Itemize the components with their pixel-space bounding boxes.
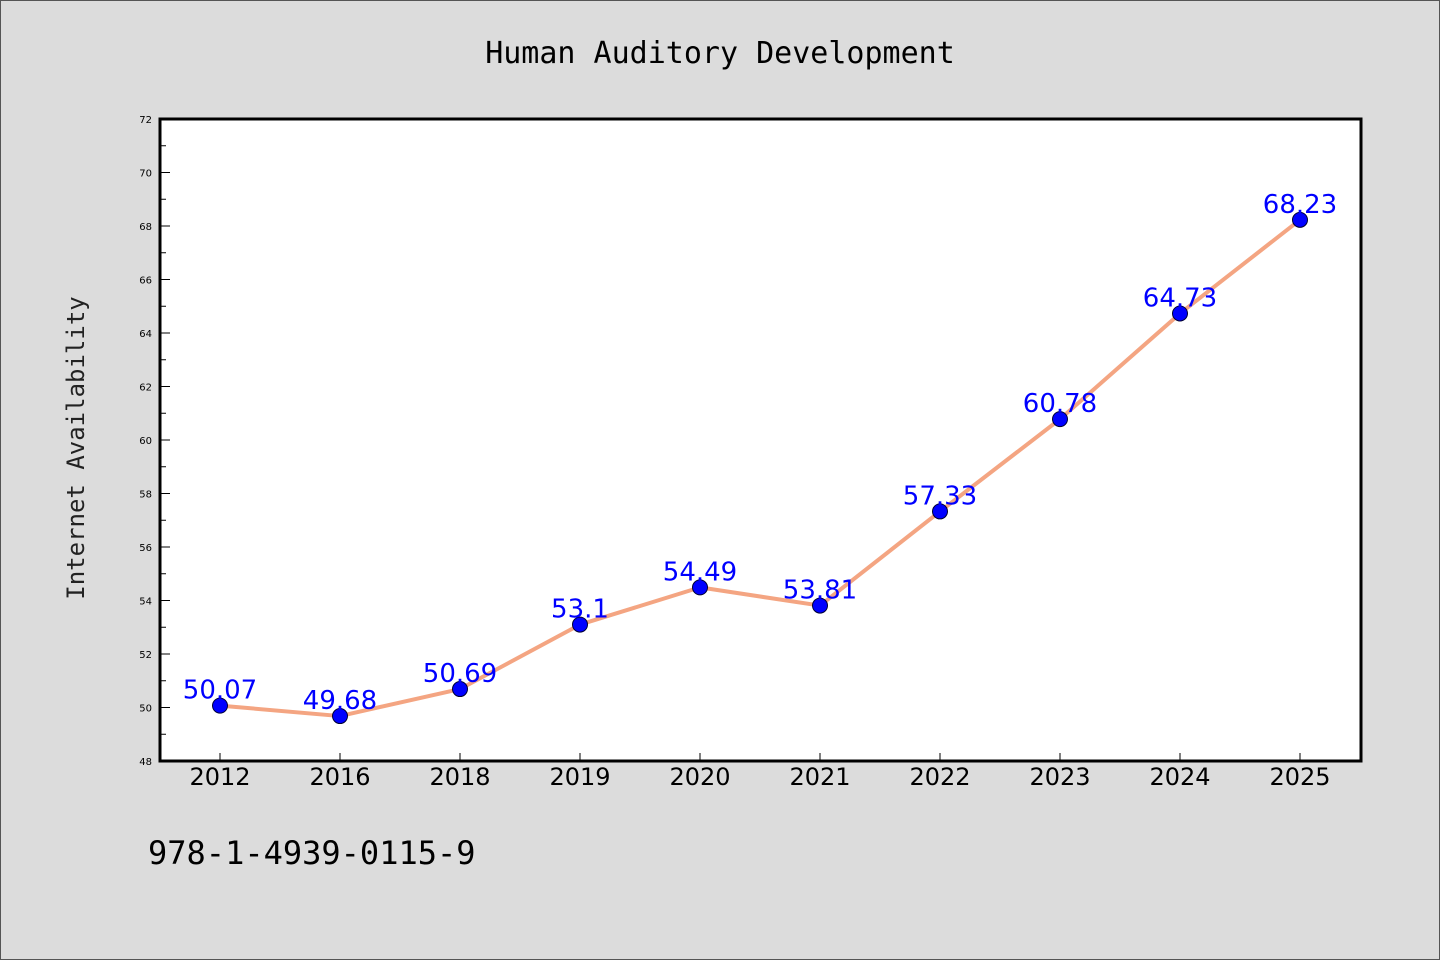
data-point-label: 50.07 — [183, 676, 257, 706]
data-point-label: 49.68 — [303, 686, 377, 716]
x-axis-ticks: 2012 2016 2018 2019 2020 2021 2022 2023 2024 2025 — [189, 753, 1331, 791]
y-tick-label: 66 — [139, 276, 152, 287]
data-point-marker — [692, 579, 708, 596]
data-markers — [212, 211, 1308, 725]
data-point-marker — [1172, 305, 1188, 322]
x-tick-label: 2022 — [909, 763, 970, 791]
x-tick-label: 2024 — [1149, 763, 1210, 791]
y-tick-label: 50 — [139, 704, 152, 715]
y-tick-label: 56 — [139, 543, 152, 554]
data-point-marker — [932, 503, 948, 520]
data-point-marker — [1052, 411, 1068, 428]
x-tick-label: 2020 — [669, 763, 730, 791]
plot-area — [160, 119, 1361, 761]
y-tick-label: 62 — [139, 383, 152, 394]
data-point-marker — [332, 708, 348, 725]
series-line — [219, 218, 1302, 719]
x-tick-label: 2019 — [549, 763, 610, 791]
data-point-label: 68.23 — [1263, 190, 1337, 220]
data-point-marker — [812, 597, 828, 614]
data-point-label: 54.49 — [663, 557, 737, 587]
data-point-label: 53.81 — [783, 576, 857, 606]
y-tick-label: 54 — [139, 597, 152, 608]
x-tick-label: 2023 — [1029, 763, 1090, 791]
data-point-label: 64.73 — [1143, 283, 1217, 313]
x-tick-label: 2016 — [309, 763, 370, 791]
y-tick-label: 52 — [139, 650, 152, 661]
y-tick-label: 68 — [139, 222, 152, 233]
x-tick-label: 2021 — [789, 763, 850, 791]
data-labels: 50.07 49.68 50.69 53.1 54.49 53.81 57.33 60.78 6… — [183, 190, 1337, 716]
plot-border — [158, 117, 1363, 763]
x-tick-label: 2018 — [429, 763, 490, 791]
x-tick-label: 2012 — [189, 763, 250, 791]
chart-title: Human Auditory Development — [485, 36, 955, 71]
y-tick-label: 72 — [139, 115, 152, 126]
data-point-label: 57.33 — [903, 481, 977, 511]
data-point-marker — [212, 697, 228, 714]
y-tick-label: 48 — [139, 757, 152, 768]
y-axis-label: Internet Availability — [62, 296, 90, 599]
data-point-marker — [1292, 211, 1308, 228]
isbn-text: 978-1-4939-0115-9 — [148, 834, 476, 872]
y-tick-label: 60 — [139, 436, 152, 447]
y-axis-ticks: 48 50 52 54 56 58 60 62 64 66 68 70 72 — [139, 115, 170, 768]
data-point-marker — [452, 681, 468, 698]
y-tick-label: 64 — [139, 329, 152, 340]
data-point-label: 50.69 — [423, 659, 497, 689]
data-point-label: 60.78 — [1023, 389, 1097, 419]
x-tick-label: 2025 — [1269, 763, 1330, 791]
y-tick-label: 70 — [139, 169, 152, 180]
data-point-label: 53.1 — [551, 595, 609, 625]
y-tick-label: 58 — [139, 490, 152, 501]
data-point-marker — [572, 616, 588, 633]
